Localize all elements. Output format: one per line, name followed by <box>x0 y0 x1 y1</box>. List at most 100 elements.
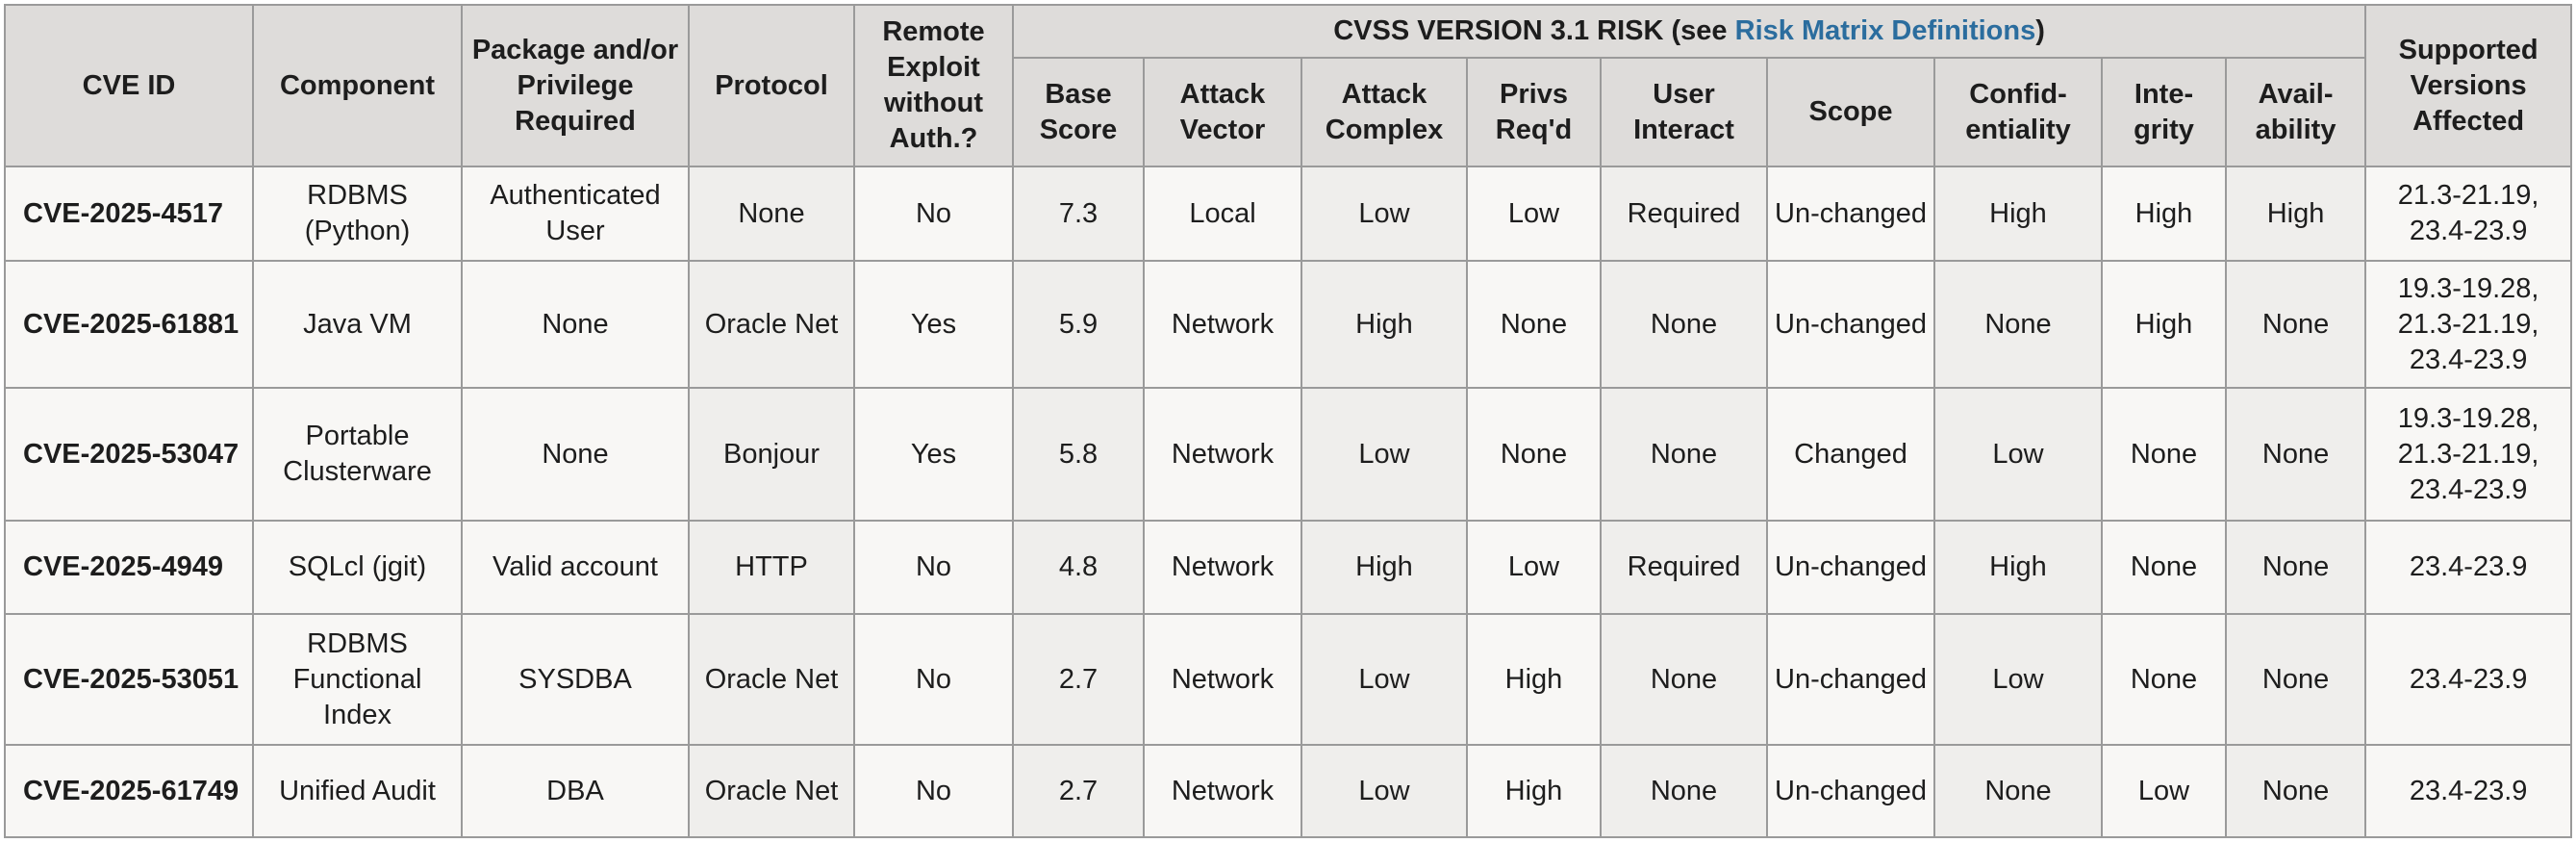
confidentiality-cell: Low <box>1933 613 2103 746</box>
protocol-cell: Oracle Net <box>688 613 855 746</box>
base-score-cell: 2.7 <box>1012 744 1145 838</box>
scope-cell: Un-changed <box>1766 613 1935 746</box>
integrity-cell: Low <box>2101 744 2227 838</box>
supported-versions-cell: 23.4-23.9 <box>2364 613 2573 746</box>
table-row: CVE-2025-53051 RDBMS Functional Index SY… <box>4 613 2573 746</box>
availability-cell: None <box>2224 520 2367 615</box>
col-header-confidentiality: Confid-entiality <box>1933 57 2103 167</box>
col-header-package: Package and/or Privilege Required <box>461 4 690 167</box>
package-cell: SYSDBA <box>461 613 690 746</box>
remote-exploit-cell: No <box>853 613 1014 746</box>
cve-id-cell: CVE-2025-4949 <box>4 520 254 615</box>
table-row: CVE-2025-4949 SQLcl (jgit) Valid account… <box>4 520 2573 615</box>
user-interact-cell: None <box>1600 387 1768 522</box>
table-row: CVE-2025-53047 Portable Clusterware None… <box>4 387 2573 522</box>
cve-id-cell: CVE-2025-4517 <box>4 166 254 262</box>
col-header-supported-versions: Supported Versions Affected <box>2364 4 2573 167</box>
attack-vector-cell: Local <box>1143 166 1302 262</box>
privs-reqd-cell: High <box>1466 744 1602 838</box>
package-cell: None <box>461 260 690 389</box>
confidentiality-cell: High <box>1933 520 2103 615</box>
supported-versions-cell: 19.3-19.28, 21.3-21.19, 23.4-23.9 <box>2364 387 2573 522</box>
cve-id-cell: CVE-2025-61881 <box>4 260 254 389</box>
table-row: CVE-2025-61881 Java VM None Oracle Net Y… <box>4 260 2573 389</box>
cve-id-cell: CVE-2025-53047 <box>4 387 254 522</box>
cve-risk-matrix-table: CVE ID Component Package and/or Privileg… <box>4 4 2573 838</box>
remote-exploit-cell: No <box>853 744 1014 838</box>
supported-versions-cell: 19.3-19.28, 21.3-21.19, 23.4-23.9 <box>2364 260 2573 389</box>
integrity-cell: None <box>2101 520 2227 615</box>
user-interact-cell: Required <box>1600 520 1768 615</box>
protocol-cell: HTTP <box>688 520 855 615</box>
table-row: CVE-2025-4517 RDBMS (Python) Authenticat… <box>4 166 2573 262</box>
attack-complex-cell: Low <box>1301 387 1468 522</box>
col-header-attack-complex: Attack Complex <box>1301 57 1468 167</box>
cvss-header-suffix: ) <box>2035 15 2045 46</box>
supported-versions-cell: 21.3-21.19, 23.4-23.9 <box>2364 166 2573 262</box>
integrity-cell: High <box>2101 166 2227 262</box>
attack-vector-cell: Network <box>1143 387 1302 522</box>
package-cell: None <box>461 387 690 522</box>
availability-cell: High <box>2224 166 2367 262</box>
remote-exploit-cell: No <box>853 520 1014 615</box>
availability-cell: None <box>2224 260 2367 389</box>
user-interact-cell: Required <box>1600 166 1768 262</box>
protocol-cell: Bonjour <box>688 387 855 522</box>
component-cell: SQLcl (jgit) <box>252 520 463 615</box>
remote-exploit-cell: No <box>853 166 1014 262</box>
col-header-component: Component <box>252 4 463 167</box>
privs-reqd-cell: High <box>1466 613 1602 746</box>
base-score-cell: 4.8 <box>1012 520 1145 615</box>
cvss-header-prefix: CVSS VERSION 3.1 RISK (see <box>1333 15 1735 46</box>
header-row-bottom: Base Score Attack Vector Attack Complex … <box>5 57 2571 167</box>
col-header-protocol: Protocol <box>688 4 855 167</box>
attack-complex-cell: Low <box>1301 166 1468 262</box>
scope-cell: Un-changed <box>1766 166 1935 262</box>
col-header-user-interact: User Interact <box>1600 57 1768 167</box>
remote-exploit-cell: Yes <box>853 387 1014 522</box>
attack-complex-cell: High <box>1301 520 1468 615</box>
cve-id-cell: CVE-2025-61749 <box>4 744 254 838</box>
availability-cell: None <box>2224 744 2367 838</box>
supported-versions-cell: 23.4-23.9 <box>2364 520 2573 615</box>
scope-cell: Un-changed <box>1766 260 1935 389</box>
integrity-cell: None <box>2101 387 2227 522</box>
col-header-scope: Scope <box>1766 57 1935 167</box>
privs-reqd-cell: None <box>1466 260 1602 389</box>
privs-reqd-cell: None <box>1466 387 1602 522</box>
attack-complex-cell: Low <box>1301 613 1468 746</box>
availability-cell: None <box>2224 387 2367 522</box>
base-score-cell: 5.9 <box>1012 260 1145 389</box>
scope-cell: Un-changed <box>1766 744 1935 838</box>
package-cell: DBA <box>461 744 690 838</box>
integrity-cell: None <box>2101 613 2227 746</box>
confidentiality-cell: Low <box>1933 387 2103 522</box>
header-row-top: CVE ID Component Package and/or Privileg… <box>4 4 2573 167</box>
attack-vector-cell: Network <box>1143 744 1302 838</box>
privs-reqd-cell: Low <box>1466 166 1602 262</box>
integrity-cell: High <box>2101 260 2227 389</box>
protocol-cell: Oracle Net <box>688 260 855 389</box>
cvss-group-header: CVSS VERSION 3.1 RISK (see Risk Matrix D… <box>1011 4 2367 59</box>
remote-exploit-cell: Yes <box>853 260 1014 389</box>
attack-vector-cell: Network <box>1143 260 1302 389</box>
availability-cell: None <box>2224 613 2367 746</box>
package-cell: Authenticated User <box>461 166 690 262</box>
protocol-cell: None <box>688 166 855 262</box>
component-cell: Java VM <box>252 260 463 389</box>
privs-reqd-cell: Low <box>1466 520 1602 615</box>
confidentiality-cell: High <box>1933 166 2103 262</box>
risk-matrix-definitions-link[interactable]: Risk Matrix Definitions <box>1734 15 2036 46</box>
base-score-cell: 5.8 <box>1012 387 1145 522</box>
base-score-cell: 2.7 <box>1012 613 1145 746</box>
base-score-cell: 7.3 <box>1012 166 1145 262</box>
col-header-remote-exploit: Remote Exploit without Auth.? <box>853 4 1014 167</box>
attack-complex-cell: Low <box>1301 744 1468 838</box>
col-header-privs-reqd: Privs Req'd <box>1466 57 1602 167</box>
supported-versions-cell: 23.4-23.9 <box>2364 744 2573 838</box>
component-cell: RDBMS Functional Index <box>252 613 463 746</box>
cve-id-cell: CVE-2025-53051 <box>4 613 254 746</box>
col-header-integrity: Inte-grity <box>2101 57 2227 167</box>
col-header-availability: Avail-ability <box>2224 57 2367 167</box>
col-header-cve-id: CVE ID <box>4 4 254 167</box>
